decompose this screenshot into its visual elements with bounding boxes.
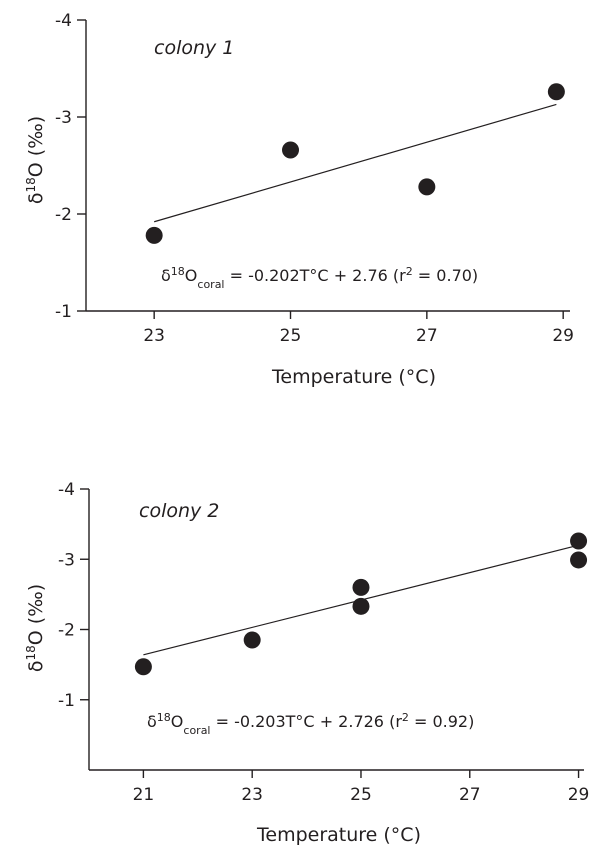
data-point	[418, 178, 436, 196]
regression-line	[154, 103, 557, 223]
y-axis-title: δ18O (‰)	[24, 116, 47, 204]
regression-equation: δ18Ocoral = -0.202T°C + 2.76 (r2 = 0.70)	[161, 265, 478, 291]
y-axis-title: δ18O (‰)	[24, 584, 47, 672]
x-tick-label: 21	[133, 785, 155, 805]
data-point	[570, 551, 588, 569]
x-tick-label: 29	[552, 326, 574, 346]
y-tick-label: -1	[58, 691, 75, 711]
data-point	[243, 631, 261, 649]
axes: -1 -2 -3 -4 23 25 27 29	[55, 11, 574, 346]
axes: -1 -2 -3 -4 21 23 25 27 29	[58, 480, 589, 805]
y-tick-label: -3	[58, 550, 75, 570]
colony-1-panel: colony 1 δ18O (‰) Temperature (°C) δ18Oc…	[24, 11, 574, 388]
data-point	[134, 658, 152, 676]
data-points	[145, 83, 565, 244]
x-tick-label: 25	[350, 785, 372, 805]
x-axis-title: Temperature (°C)	[271, 366, 436, 388]
y-tick-label: -1	[55, 302, 72, 322]
x-tick-label: 23	[241, 785, 263, 805]
y-tick-label: -4	[58, 480, 75, 500]
y-tick-label: -3	[55, 108, 72, 128]
panel-title: colony 2	[139, 500, 219, 522]
data-point	[547, 83, 565, 101]
data-point	[282, 141, 300, 159]
fit-line-group	[154, 103, 557, 223]
x-tick-label: 23	[143, 326, 165, 346]
x-tick-label: 25	[280, 326, 302, 346]
y-tick-label: -4	[55, 11, 72, 31]
x-axis-title: Temperature (°C)	[256, 824, 421, 846]
data-point	[570, 532, 588, 550]
y-tick-label: -2	[58, 621, 75, 641]
data-point	[352, 597, 370, 615]
colony-2-panel: colony 2 δ18O (‰) Temperature (°C) δ18Oc…	[24, 480, 589, 846]
panel-title: colony 1	[154, 37, 234, 59]
data-points	[134, 532, 588, 676]
x-tick-label: 29	[568, 785, 590, 805]
x-tick-label: 27	[459, 785, 481, 805]
regression-equation: δ18Ocoral = -0.203T°C + 2.726 (r2 = 0.92…	[147, 711, 474, 737]
data-point	[352, 578, 370, 596]
x-tick-label: 27	[416, 326, 438, 346]
y-tick-label: -2	[55, 205, 72, 225]
data-point	[145, 226, 163, 244]
